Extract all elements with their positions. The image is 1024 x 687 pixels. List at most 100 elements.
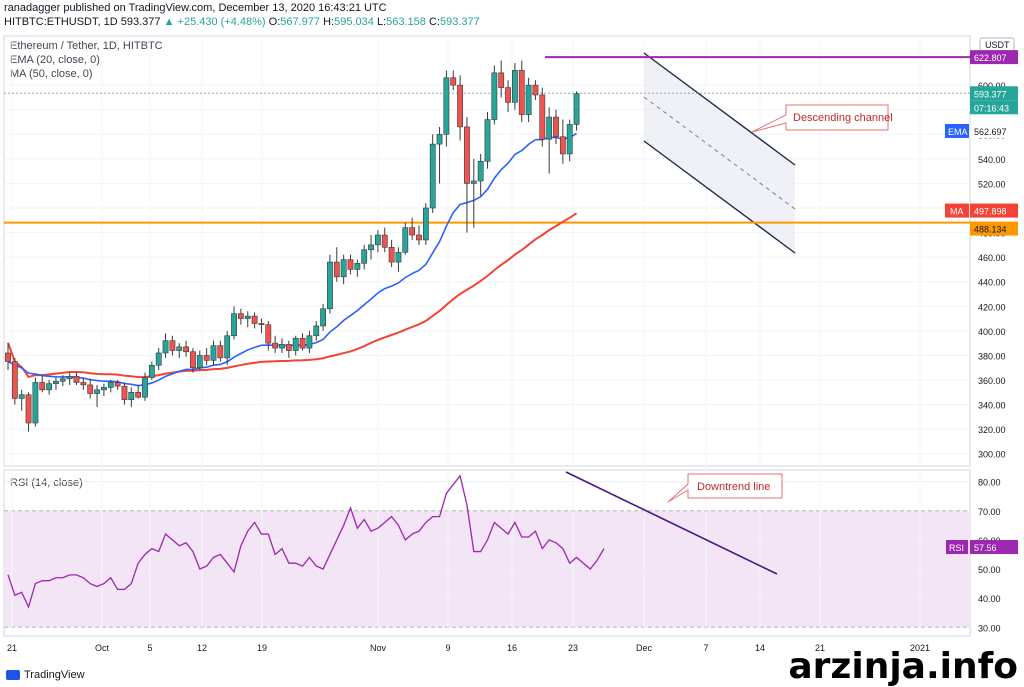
ema-tag-bg [970,123,1018,138]
x-tick-label: 23 [568,643,578,653]
support-tag-bg [970,221,1018,236]
candle-body [320,308,326,327]
rsi-tick-label: 50.00 [978,565,1001,575]
price-tick-label: 340.00 [978,401,1006,411]
candle-body [388,247,395,263]
candle-body [292,337,299,351]
candle-body [59,378,66,382]
rsi-tick-label: 80.00 [978,478,1001,488]
low-value: 563.158 [386,16,426,28]
candle-body [484,119,491,162]
rsi-tag: 57.56 [974,543,997,553]
candle-body [18,394,25,399]
candle-body [573,93,580,125]
candle-body [87,384,94,394]
candle-body [511,70,518,103]
candle-body [53,380,59,384]
candle-body [114,382,121,387]
candle-body [94,389,100,394]
candle-body [80,382,87,386]
candle-body [11,361,18,399]
ma-legend: MA (50, close, 0) [10,68,93,80]
candle-body [443,77,450,135]
ma-tag-bg [970,203,1018,218]
candle-body [299,337,306,349]
close-label: C: [428,16,440,28]
x-tick-label: 5 [147,643,152,653]
candle-body [477,161,484,182]
rsi-tick-label: 40.00 [978,594,1001,604]
ema20-line [7,132,577,387]
candle-body [566,124,573,155]
candle-body [265,324,272,344]
currency-label: USDT [985,40,1010,50]
candle-body [190,351,196,369]
low-label: L: [376,16,387,28]
rsi-line [7,474,605,609]
candle-body [279,344,285,349]
candle-body [231,313,237,337]
candle-body [128,391,135,400]
candle-body [368,244,374,251]
price-tick-label: 600.00 [978,81,1006,91]
channel-upper-line [643,52,796,166]
candle-body [327,261,333,310]
countdown-tag-bg [970,100,1018,115]
candle-body [518,70,525,115]
x-tick-label: 12 [197,643,207,653]
candle-body [416,234,422,241]
x-tick-label: 2021 [910,643,930,653]
channel-annotation: Descending channel [793,112,893,124]
candle-body [251,315,258,324]
candle-body [162,340,169,354]
x-tick-label: 9 [445,643,450,653]
ma-label-bg [945,203,969,218]
rsi-downtrend-line [565,471,778,575]
ema-legend: EMA (20, close, 0) [10,54,100,66]
candle-body [73,376,80,383]
price-tick-label: 300.00 [978,450,1006,460]
price-change: ▲ +25.430 (+4.48%) [163,16,266,28]
candle-body [39,382,46,391]
x-tick-label: 19 [257,643,267,653]
price-tick-label: 420.00 [978,302,1006,312]
candle-body [196,355,203,369]
candle-body [66,376,73,380]
candle-body [142,377,148,398]
candle-body [436,133,443,145]
candle-body [169,340,176,351]
footer-brand: TradingView [6,669,85,681]
channel-fill [644,53,795,253]
candle-body [32,382,39,424]
candle-body [224,335,231,359]
candle-body [409,227,416,236]
candle-body [285,344,292,351]
price-tick-label: 320.00 [978,425,1006,435]
watermark: arzinja.info [788,646,1018,687]
candle-body [553,116,559,138]
price-tick-label: 400.00 [978,327,1006,337]
candle-body [498,72,505,88]
candle-body [101,387,107,391]
candle-body [422,207,429,241]
candle-body [464,126,470,184]
candle-body [203,355,210,361]
candle-body [457,84,463,128]
price-tick-label: 460.00 [978,253,1006,263]
ma-label: MA [950,207,964,217]
candle-body [402,227,409,253]
candle-body [155,352,162,366]
candle-body [429,143,436,209]
candle-body [313,325,320,337]
x-tick-label: 14 [755,643,765,653]
close-value: 593.377 [439,16,480,28]
candle-body [176,346,183,351]
candle-body [450,77,457,86]
candle-body [183,346,189,353]
x-tick-label: Oct [95,643,110,653]
price-pane-frame [3,35,971,467]
candle-body [395,251,402,263]
candle-body [381,234,388,248]
candle-body [559,136,566,155]
